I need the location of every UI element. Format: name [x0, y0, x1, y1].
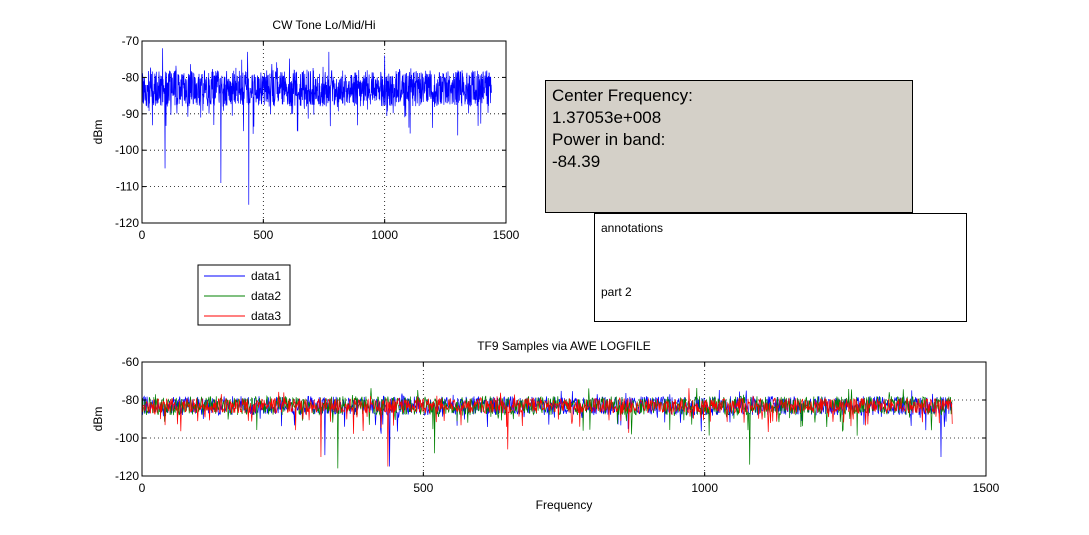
- x-tick-label: 0: [139, 481, 146, 495]
- x-tick-label: 1000: [371, 228, 398, 242]
- y-axis-label: dBm: [91, 120, 105, 145]
- legend-label-data1: data1: [251, 269, 281, 283]
- x-tick-label: 1500: [493, 228, 520, 242]
- y-tick-label: -80: [122, 70, 140, 84]
- annotation-line-2: part 2: [601, 285, 632, 299]
- series-data1: [142, 48, 492, 205]
- y-tick-label: -70: [122, 34, 140, 48]
- y-tick-label: -100: [115, 143, 139, 157]
- top-chart: 0 500 1000 1500 -70 -80 -90 -100 -110 -120 CW Tone…: [91, 18, 520, 242]
- y-tick-label: -120: [115, 469, 139, 483]
- x-tick-label: 1000: [691, 481, 718, 495]
- y-tick-label: -90: [122, 107, 140, 121]
- plot-area: [142, 41, 506, 223]
- x-tick-label: 500: [253, 228, 273, 242]
- annotations-box: annotations part 2: [594, 213, 967, 322]
- info-center-frequency-label: Center Frequency:: [552, 86, 693, 105]
- bottom-chart: 0 500 1000 1500 -60 -80 -100 -120 TF9 Samples vi…: [91, 339, 1000, 512]
- legend-frame: [197, 264, 291, 326]
- axes-frame: [141, 361, 987, 477]
- plot-area: [142, 362, 986, 476]
- legend: data1 data2 data3: [197, 264, 291, 326]
- y-tick-label: -60: [122, 355, 140, 369]
- annotation-line-1: annotations: [601, 221, 664, 235]
- y-tick-label: -110: [116, 180, 139, 194]
- y-axis-label: dBm: [91, 407, 105, 432]
- legend-label-data3: data3: [251, 309, 281, 323]
- y-tick-label: -100: [115, 431, 139, 445]
- x-tick-label: 1500: [973, 481, 1000, 495]
- x-axis-label: Frequency: [536, 498, 593, 512]
- chart-title: TF9 Samples via AWE LOGFILE: [477, 339, 651, 353]
- info-power-value: -84.39: [552, 152, 601, 171]
- y-tick-label: -120: [115, 216, 139, 230]
- x-tick-label: 0: [139, 228, 146, 242]
- y-tick-label: -80: [122, 393, 140, 407]
- info-center-frequency-value: 1.37053e+008: [552, 108, 662, 127]
- series-data3: [142, 388, 953, 467]
- axes-frame: [141, 40, 507, 224]
- legend-label-data2: data2: [251, 289, 281, 303]
- info-box: Center Frequency: 1.37053e+008 Power in …: [545, 80, 913, 213]
- info-power-label: Power in band:: [552, 130, 666, 149]
- chart-title: CW Tone Lo/Mid/Hi: [272, 18, 375, 32]
- x-tick-label: 500: [413, 481, 433, 495]
